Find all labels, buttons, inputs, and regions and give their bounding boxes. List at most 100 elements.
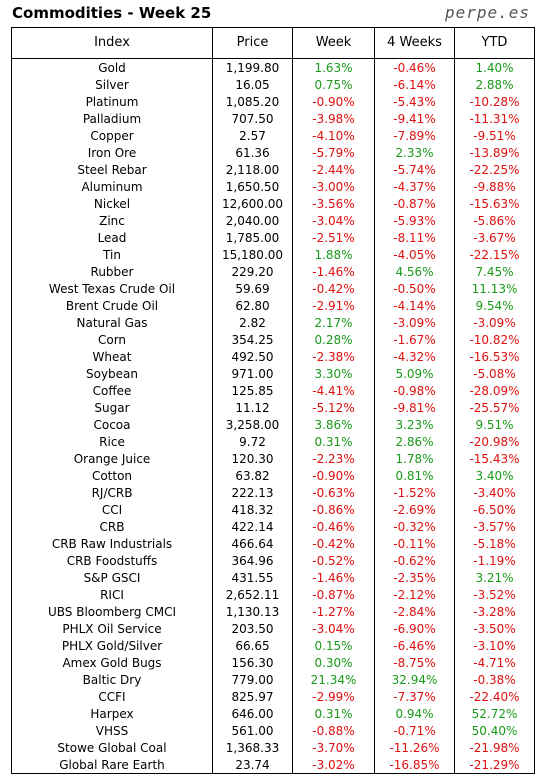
cell-week: -3.02% <box>292 756 375 774</box>
table-row: PHLX Oil Service 203.50 -3.04% -6.90% -3.50% <box>11 620 535 637</box>
cell-ytd: 9.51% <box>454 416 535 433</box>
cell-week: -2.44% <box>292 161 375 178</box>
cell-week: 0.30% <box>292 654 375 671</box>
table-body: Gold 1,199.80 1.63% -0.46% 1.40% Silver 16.05 0… <box>11 58 535 774</box>
page-title: Commodities - Week 25 <box>12 4 212 22</box>
cell-ytd: 50.40% <box>454 722 535 739</box>
cell-week: -5.12% <box>292 399 375 416</box>
cell-price: 431.55 <box>212 569 293 586</box>
cell-index: Corn <box>11 331 213 348</box>
cell-week: -2.99% <box>292 688 375 705</box>
table-row: Orange Juice 120.30 -2.23% 1.78% -15.43% <box>11 450 535 467</box>
cell-ytd: -3.09% <box>454 314 535 331</box>
cell-week: -3.56% <box>292 195 375 212</box>
cell-index: Silver <box>11 76 213 93</box>
cell-4-weeks: -16.85% <box>374 756 455 774</box>
cell-ytd: 3.40% <box>454 467 535 484</box>
cell-index: Soybean <box>11 365 213 382</box>
cell-4-weeks: -9.81% <box>374 399 455 416</box>
cell-4-weeks: 4.56% <box>374 263 455 280</box>
cell-4-weeks: -3.09% <box>374 314 455 331</box>
table-row: Nickel 12,600.00 -3.56% -0.87% -15.63% <box>11 195 535 212</box>
cell-index: Wheat <box>11 348 213 365</box>
header-week: Week <box>292 27 375 59</box>
cell-ytd: -22.40% <box>454 688 535 705</box>
cell-week: -2.38% <box>292 348 375 365</box>
cell-week: 3.86% <box>292 416 375 433</box>
cell-price: 120.30 <box>212 450 293 467</box>
cell-ytd: 1.40% <box>454 58 535 76</box>
cell-week: -1.46% <box>292 569 375 586</box>
cell-4-weeks: 0.81% <box>374 467 455 484</box>
cell-4-weeks: -0.87% <box>374 195 455 212</box>
cell-ytd: -3.50% <box>454 620 535 637</box>
cell-ytd: -0.38% <box>454 671 535 688</box>
table-row: Tin 15,180.00 1.88% -4.05% -22.15% <box>11 246 535 263</box>
cell-index: Cotton <box>11 467 213 484</box>
table-row: Zinc 2,040.00 -3.04% -5.93% -5.86% <box>11 212 535 229</box>
cell-price: 16.05 <box>212 76 293 93</box>
cell-ytd: -21.29% <box>454 756 535 774</box>
cell-week: 0.31% <box>292 433 375 450</box>
cell-price: 125.85 <box>212 382 293 399</box>
header-index: Index <box>11 27 213 59</box>
header-4-weeks: 4 Weeks <box>374 27 455 59</box>
cell-week: -2.91% <box>292 297 375 314</box>
cell-price: 1,368.33 <box>212 739 293 756</box>
cell-4-weeks: -0.50% <box>374 280 455 297</box>
cell-week: -3.04% <box>292 620 375 637</box>
cell-4-weeks: -0.71% <box>374 722 455 739</box>
cell-ytd: 9.54% <box>454 297 535 314</box>
cell-index: RJ/CRB <box>11 484 213 501</box>
cell-4-weeks: -1.52% <box>374 484 455 501</box>
cell-price: 1,085.20 <box>212 93 293 110</box>
cell-week: 21.34% <box>292 671 375 688</box>
cell-4-weeks: -5.74% <box>374 161 455 178</box>
table-row: West Texas Crude Oil 59.69 -0.42% -0.50% 11.… <box>11 280 535 297</box>
cell-price: 646.00 <box>212 705 293 722</box>
cell-ytd: 11.13% <box>454 280 535 297</box>
cell-4-weeks: -0.46% <box>374 58 455 76</box>
cell-price: 466.64 <box>212 535 293 552</box>
cell-index: Rice <box>11 433 213 450</box>
cell-week: 2.17% <box>292 314 375 331</box>
cell-index: CRB Foodstuffs <box>11 552 213 569</box>
cell-week: -0.63% <box>292 484 375 501</box>
cell-4-weeks: 32.94% <box>374 671 455 688</box>
cell-ytd: -1.19% <box>454 552 535 569</box>
cell-week: -3.04% <box>292 212 375 229</box>
cell-index: Iron Ore <box>11 144 213 161</box>
cell-4-weeks: -2.12% <box>374 586 455 603</box>
cell-week: -2.51% <box>292 229 375 246</box>
table-row: S&P GSCI 431.55 -1.46% -2.35% 3.21% <box>11 569 535 586</box>
cell-index: Aluminum <box>11 178 213 195</box>
cell-price: 63.82 <box>212 467 293 484</box>
cell-price: 418.32 <box>212 501 293 518</box>
cell-price: 156.30 <box>212 654 293 671</box>
table-row: CCI 418.32 -0.86% -2.69% -6.50% <box>11 501 535 518</box>
cell-ytd: -4.71% <box>454 654 535 671</box>
cell-price: 492.50 <box>212 348 293 365</box>
cell-index: Harpex <box>11 705 213 722</box>
cell-index: Brent Crude Oil <box>11 297 213 314</box>
cell-ytd: -21.98% <box>454 739 535 756</box>
cell-week: -0.52% <box>292 552 375 569</box>
table-row: Wheat 492.50 -2.38% -4.32% -16.53% <box>11 348 535 365</box>
cell-price: 229.20 <box>212 263 293 280</box>
cell-index: Steel Rebar <box>11 161 213 178</box>
cell-ytd: -5.18% <box>454 535 535 552</box>
cell-price: 2,118.00 <box>212 161 293 178</box>
cell-index: Baltic Dry <box>11 671 213 688</box>
cell-4-weeks: -4.14% <box>374 297 455 314</box>
table-row: Global Rare Earth 23.74 -3.02% -16.85% -21.2… <box>11 756 535 774</box>
cell-ytd: -3.67% <box>454 229 535 246</box>
cell-week: -0.87% <box>292 586 375 603</box>
cell-week: -0.42% <box>292 280 375 297</box>
cell-4-weeks: -4.05% <box>374 246 455 263</box>
cell-price: 825.97 <box>212 688 293 705</box>
commodities-table: Index Price Week 4 Weeks YTD Gold 1,199.8… <box>11 27 535 774</box>
cell-ytd: -5.08% <box>454 365 535 382</box>
table-row: Palladium 707.50 -3.98% -9.41% -11.31% <box>11 110 535 127</box>
cell-ytd: -20.98% <box>454 433 535 450</box>
cell-4-weeks: -7.89% <box>374 127 455 144</box>
